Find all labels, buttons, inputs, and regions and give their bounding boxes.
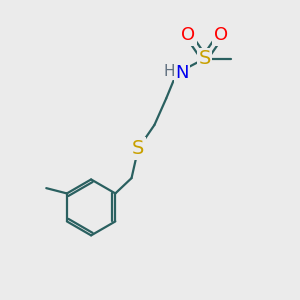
Text: S: S	[132, 139, 144, 158]
Text: N: N	[175, 64, 189, 82]
Text: S: S	[198, 49, 211, 68]
Text: O: O	[181, 26, 195, 44]
Text: H: H	[164, 64, 175, 79]
Text: O: O	[214, 26, 228, 44]
